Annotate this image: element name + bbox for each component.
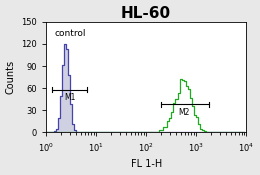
Text: M2: M2 <box>178 108 189 117</box>
Y-axis label: Counts: Counts <box>5 60 16 94</box>
X-axis label: FL 1-H: FL 1-H <box>131 159 162 169</box>
Text: M1: M1 <box>64 93 75 102</box>
Title: HL-60: HL-60 <box>121 6 171 20</box>
Text: control: control <box>55 29 86 38</box>
